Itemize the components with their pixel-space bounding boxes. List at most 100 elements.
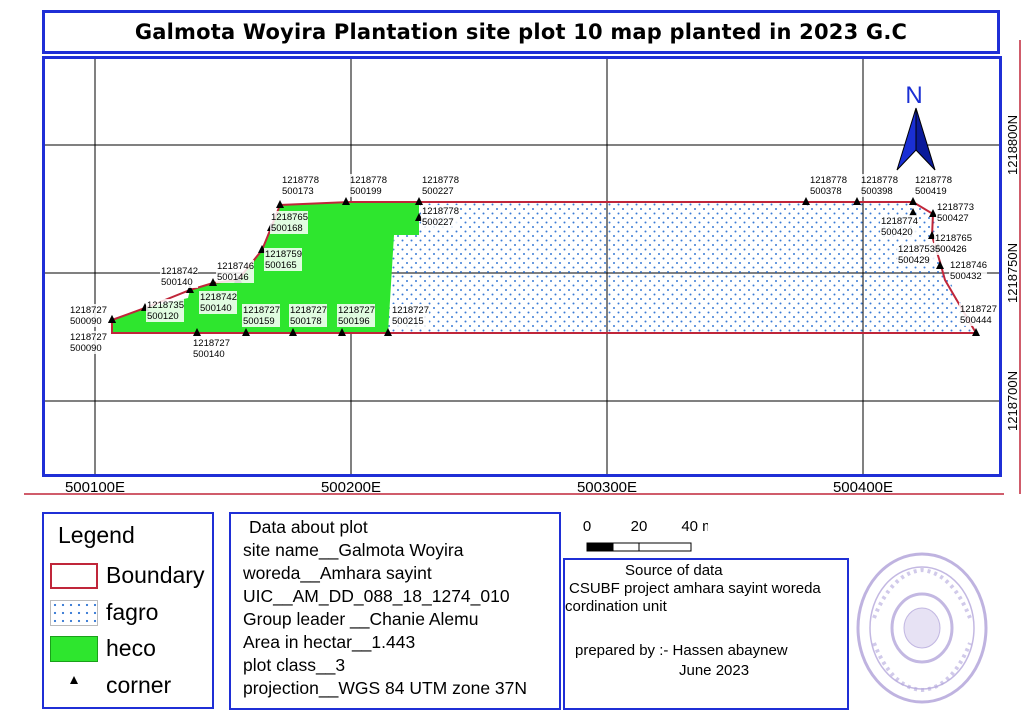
corner-northing-label: 1218778	[810, 175, 847, 186]
corner-label-bg	[880, 215, 918, 238]
source-box: Source of data CSUBF project amhara sayi…	[563, 558, 849, 710]
corner-easting-label: 500140	[200, 303, 232, 314]
corner-label-bg	[216, 260, 254, 283]
corner-easting-label: 500090	[70, 343, 102, 354]
corner-easting-label: 500227	[422, 186, 454, 197]
corner-label-bg	[337, 304, 375, 327]
corner-northing-label: 1218742	[161, 266, 198, 277]
corner-northing-label: 1218765	[271, 212, 308, 223]
corner-easting-label: 500178	[290, 316, 322, 327]
corner-marker	[242, 328, 250, 336]
corner-labels: 1218727500090121872750009012187355001201…	[69, 174, 997, 360]
plot-info-line: site name__Galmota Woyira	[243, 540, 464, 560]
corner-label-bg	[160, 265, 198, 288]
corner-northing-label: 1218727	[243, 305, 280, 316]
plot-info-line: Area in hectar__1.443	[243, 632, 416, 652]
corner-marker	[186, 285, 194, 293]
prepared-by: prepared by :- Hassen abaynew	[575, 642, 788, 659]
corner-marker	[193, 328, 201, 336]
plot-info-line: woreda__Amhara sayint	[243, 563, 432, 583]
corner-northing-label: 1218727	[290, 305, 327, 316]
corner-northing-label: 1218774	[881, 216, 918, 227]
corner-label-bg	[914, 174, 952, 197]
x-tick-label: 500200E	[321, 479, 381, 496]
corner-northing-label: 1218727	[193, 338, 230, 349]
corner-northing-label: 1218778	[915, 175, 952, 186]
y-tick-label: 1218700N	[1005, 371, 1020, 431]
corner-northing-label: 1218778	[422, 175, 459, 186]
corner-marker	[276, 200, 284, 208]
corner-easting-label: 500173	[282, 186, 314, 197]
legend-item-fagro: fagro	[50, 599, 158, 626]
legend-title: Legend	[58, 522, 135, 548]
corner-marker	[338, 328, 346, 336]
scale-segment	[586, 542, 614, 552]
corner-northing-label: 1218746	[950, 260, 987, 271]
corner-easting-label: 500140	[161, 277, 193, 288]
corner-easting-label: 500427	[937, 213, 969, 224]
x-tick-label: 500300E	[577, 479, 637, 496]
corner-label-bg	[949, 259, 987, 282]
legend-item-boundary: Boundary	[50, 562, 204, 589]
prepared-date: June 2023	[679, 662, 750, 679]
corner-label-bg	[897, 243, 935, 266]
triangle-icon	[70, 675, 78, 684]
corner-northing-label: 1218742	[200, 292, 237, 303]
corner-easting-label: 500159	[243, 316, 275, 327]
corner-easting-label: 500420	[881, 227, 913, 238]
corner-easting-label: 500165	[265, 260, 297, 271]
corner-northing-label: 1218778	[350, 175, 387, 186]
corner-easting-label: 500432	[950, 271, 982, 282]
corner-label-bg	[69, 304, 107, 327]
corner-label-bg	[959, 303, 997, 326]
y-tick-label: 1218750N	[1005, 243, 1020, 303]
corner-northing-label: 1218746	[217, 261, 254, 272]
legend-label: Boundary	[106, 562, 205, 588]
plot-info-line: plot class__3	[243, 655, 346, 675]
corner-label-bg	[421, 174, 459, 197]
title-box: Galmota Woyira Plantation site plot 10 m…	[42, 10, 1000, 54]
map-frame: 1218727 500090 1218727 500090 1218735 500120 1…	[42, 56, 1002, 477]
corner-easting-label: 500398	[861, 186, 893, 197]
corner-marker	[415, 197, 423, 205]
corner-easting-label: 500196	[338, 316, 370, 327]
corner-label-bg	[242, 304, 280, 327]
corner-label-bg	[69, 331, 107, 354]
corner-northing-label: 1218778	[282, 175, 319, 186]
corner-northing-label: 1218727	[70, 332, 107, 343]
scale-bar: 0 20 40 m	[578, 515, 715, 555]
corner-marker	[929, 209, 937, 217]
corner-label-bg	[192, 337, 230, 360]
corner-northing-label: 1218727	[392, 305, 429, 316]
map-title: Galmota Woyira Plantation site plot 10 m…	[134, 20, 908, 44]
corner-northing-label: 1218778	[861, 175, 898, 186]
corner-easting-label: 500146	[217, 272, 249, 283]
scale-label: 20	[631, 518, 648, 535]
scale-label: 0	[583, 518, 591, 535]
corner-marker	[909, 197, 917, 205]
corner-northing-label: 1218773	[937, 202, 974, 213]
plot-info-line: Group leader __Chanie Alemu	[243, 609, 479, 629]
corner-easting-label: 500168	[271, 223, 303, 234]
corner-northing-label: 1218735	[147, 300, 184, 311]
north-arrow-right	[915, 107, 936, 171]
corner-northing-label: 1218765	[935, 233, 972, 244]
plot-info-box: Data about plot site name__Galmota Woyir…	[229, 512, 561, 710]
legend-item-corner: corner	[50, 672, 171, 699]
corner-label-bg	[264, 248, 302, 271]
corner-northing-label: 1218778	[422, 206, 459, 217]
corner-northing-label: 1218727	[338, 305, 375, 316]
corner-marker	[802, 197, 810, 205]
corner-easting-label: 500419	[915, 186, 947, 197]
plot-info-line: UIC__AM_DD_088_18_1274_010	[243, 586, 510, 606]
scale-label: 40 m	[681, 518, 708, 535]
boundary-line	[111, 201, 978, 334]
corner-northing-label: 1218759	[265, 249, 302, 260]
x-tick-label: 500100E	[65, 479, 125, 496]
corner-label-bg	[934, 232, 972, 255]
boundary-swatch	[50, 562, 98, 589]
corner-marker	[936, 261, 944, 269]
corner-easting-label: 500429	[898, 255, 930, 266]
legend: Legend Boundary fagro heco corner	[42, 512, 214, 709]
